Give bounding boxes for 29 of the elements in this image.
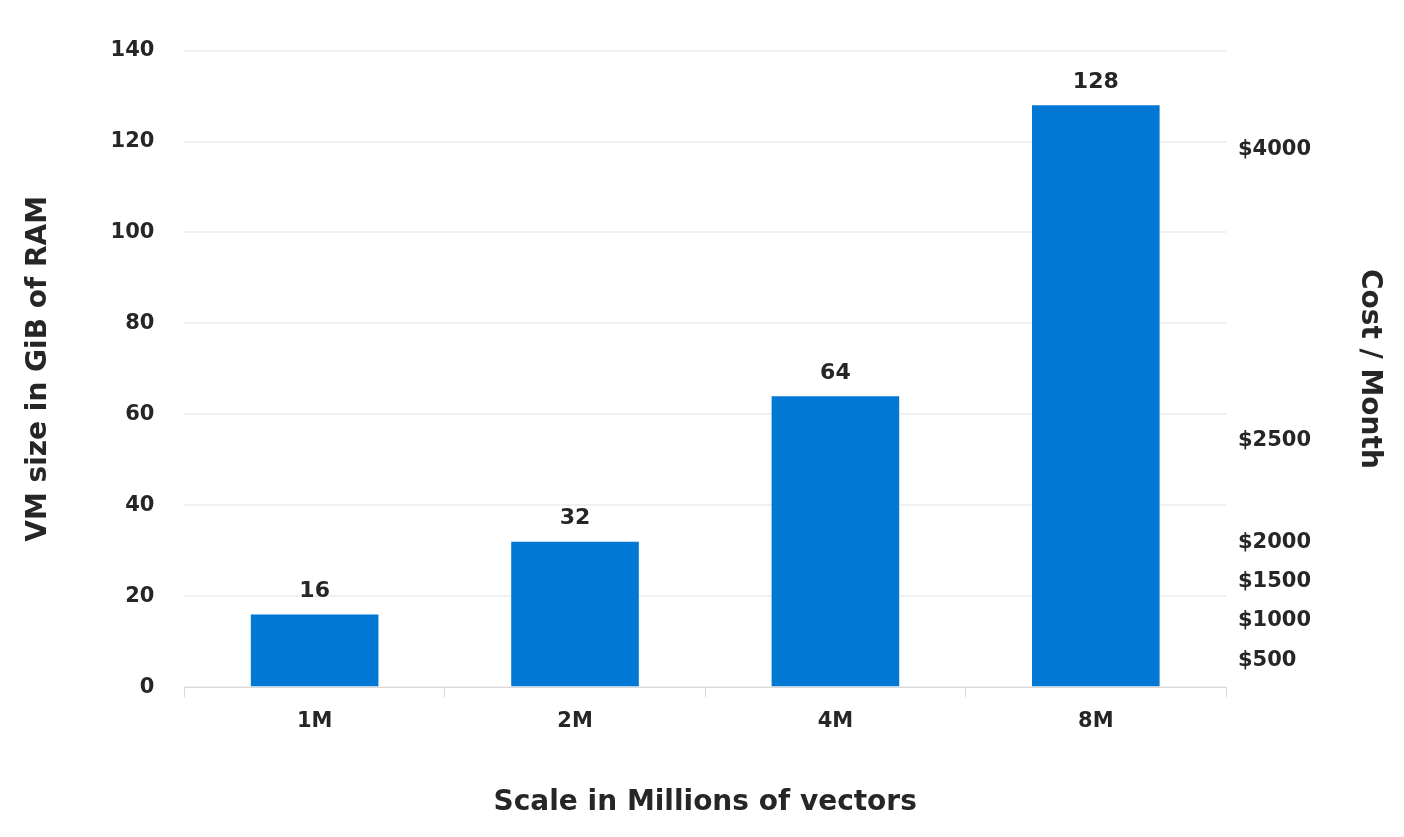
data-label: 32 [559,504,591,530]
bar [1032,105,1160,687]
data-label: 64 [820,358,851,384]
x-axis-title: Scale in Millions of vectors [493,784,917,818]
text: $2500 [1238,427,1312,452]
text: $4000 [1238,135,1312,160]
text: $1500 [1238,567,1312,592]
x-tick-label: 1M [296,708,333,733]
y-tick-label: 40 [125,491,155,516]
y-tick-label: 60 [125,400,155,425]
text: $500 [1238,646,1297,671]
text: $2000 [1238,528,1312,553]
y-tick-label: 100 [110,218,155,243]
bar [250,614,379,687]
y-tick-label: 140 [110,37,155,62]
y-tick-label: 0 [139,673,155,698]
bar [771,396,900,687]
x-tick-label: 8M [1078,708,1114,733]
data-label: 128 [1072,67,1119,93]
x-tick-label: 4M [817,708,854,733]
text: $1000 [1238,607,1312,632]
y-tick-label: 80 [125,309,155,334]
y2-axis-title: Cost / Month [1354,268,1388,469]
bar [511,541,639,687]
y-tick-label: 120 [110,128,155,152]
x-tick-label: 2M [557,708,593,733]
y-axis-title: VM size in GiB of RAM [20,196,54,542]
data-label: 16 [299,577,330,603]
y-tick-label: 20 [125,582,155,607]
